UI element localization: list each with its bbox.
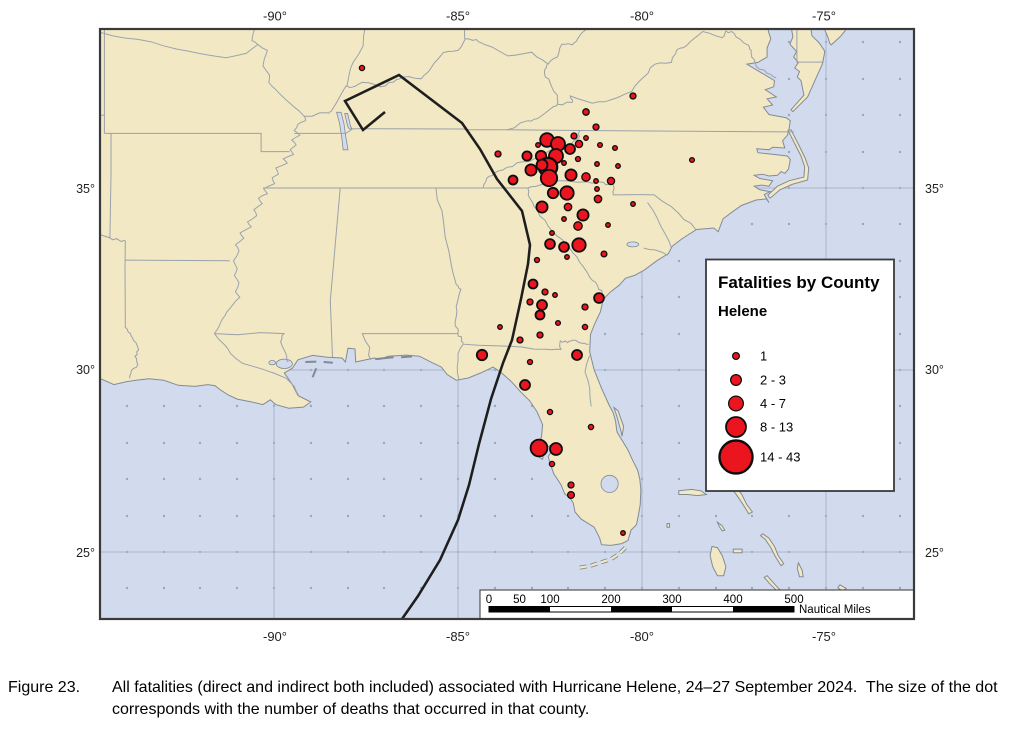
svg-text:-90°: -90° [263,629,287,644]
svg-text:-75°: -75° [812,9,836,24]
svg-text:300: 300 [662,594,681,606]
svg-text:35°: 35° [76,182,95,196]
svg-text:200: 200 [601,594,620,606]
svg-text:2 - 3: 2 - 3 [760,373,786,388]
svg-text:Fatalities by County: Fatalities by County [718,273,880,292]
svg-text:30°: 30° [76,363,95,377]
svg-text:25°: 25° [76,546,95,560]
svg-text:100: 100 [540,594,559,606]
svg-text:Figure 23.: Figure 23. [8,679,80,696]
svg-text:400: 400 [723,594,742,606]
svg-text:14 - 43: 14 - 43 [760,450,800,465]
svg-text:-75°: -75° [812,629,836,644]
svg-text:1: 1 [760,349,767,364]
svg-text:-85°: -85° [446,9,470,24]
svg-text:-80°: -80° [630,629,654,644]
svg-text:corresponds with the number of: corresponds with the number of deaths th… [112,701,589,718]
svg-text:4 - 7: 4 - 7 [760,396,786,411]
svg-text:Helene: Helene [718,303,767,320]
svg-text:35°: 35° [925,182,944,196]
svg-text:8 - 13: 8 - 13 [760,420,793,435]
svg-text:Nautical Miles: Nautical Miles [799,604,871,616]
svg-text:0: 0 [486,594,492,606]
svg-text:30°: 30° [925,363,944,377]
svg-text:-80°: -80° [630,9,654,24]
svg-text:-90°: -90° [263,9,287,24]
svg-text:50: 50 [513,594,526,606]
svg-text:-85°: -85° [446,629,470,644]
svg-text:25°: 25° [925,546,944,560]
svg-text:All fatalities (direct and ind: All fatalities (direct and indirect both… [112,679,998,696]
